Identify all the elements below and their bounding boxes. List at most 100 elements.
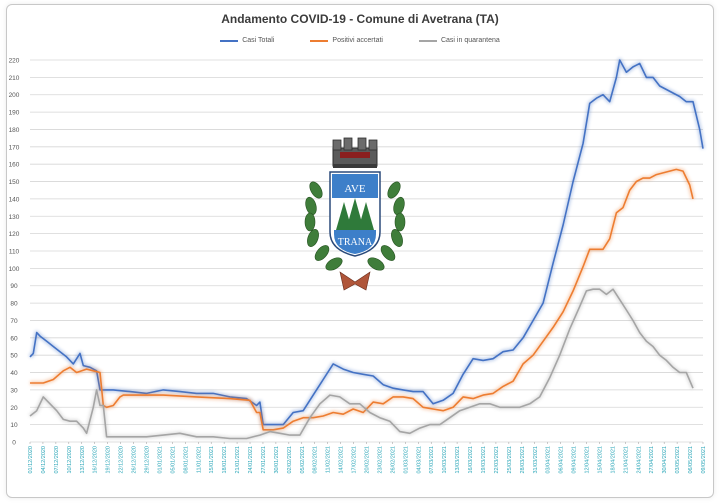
x-tick-label: 13/12/2020 xyxy=(80,446,86,474)
x-tick-label: 24/04/2021 xyxy=(636,446,642,474)
x-tick-label: 31/03/2021 xyxy=(533,446,539,474)
y-tick-label: 50 xyxy=(10,353,18,360)
y-tick-label: 210 xyxy=(9,75,20,82)
x-tick-label: 23/02/2021 xyxy=(377,446,383,474)
x-tick-label: 24/01/2021 xyxy=(248,446,254,474)
y-tick-label: 140 xyxy=(9,196,20,203)
x-tick-label: 19/03/2021 xyxy=(481,446,487,474)
shield-icon xyxy=(329,171,381,257)
legend-swatch-casi-in-quarantena xyxy=(418,39,437,42)
y-tick-label: 60 xyxy=(10,335,18,342)
x-tick-label: 15/01/2021 xyxy=(209,446,215,474)
x-tick-label: 22/03/2021 xyxy=(494,446,500,474)
coat-of-arms-emblem: AVE TRANA xyxy=(304,137,406,291)
x-tick-label: 01/03/2021 xyxy=(403,446,409,474)
y-tick-label: 40 xyxy=(10,370,18,377)
y-axis-ticks: 0 10 20 30 40 50 60 70 80 90 100 110 120 130 140 150 160… xyxy=(9,58,20,447)
x-tick-label: 03/04/2021 xyxy=(546,446,552,474)
series-glow-casi-in-quarantena xyxy=(28,287,695,441)
x-tick-label: 03/05/2021 xyxy=(675,446,681,474)
x-tick-label: 27/01/2021 xyxy=(261,446,267,474)
x-tick-label: 07/03/2021 xyxy=(429,446,435,474)
x-tick-label: 25/03/2021 xyxy=(507,446,513,474)
y-tick-label: 10 xyxy=(10,422,18,429)
x-tick-label: 17/02/2021 xyxy=(352,446,358,474)
emblem-bottom-word: TRANA xyxy=(338,237,373,248)
series-line-positivi-accertati xyxy=(30,168,694,431)
x-tick-label: 18/01/2021 xyxy=(222,446,228,474)
x-tick-label: 30/01/2021 xyxy=(274,446,280,474)
x-tick-label: 04/03/2021 xyxy=(416,446,422,474)
x-tick-label: 18/04/2021 xyxy=(610,446,616,474)
x-tick-label: 08/02/2021 xyxy=(313,446,319,474)
x-tick-label: 27/04/2021 xyxy=(649,446,655,474)
laurel-wreath-icon xyxy=(304,181,406,271)
x-tick-label: 05/02/2021 xyxy=(300,446,306,474)
x-axis-ticks: 01/12/2020 04/12/2020 07/12/2020 10/12/2020… xyxy=(28,442,707,474)
y-tick-label: 160 xyxy=(9,162,20,169)
legend-item-positivi-accertati: Positivi accertati xyxy=(310,37,383,44)
y-tick-label: 80 xyxy=(10,301,18,308)
y-tick-label: 110 xyxy=(9,249,20,256)
legend-label-casi-in-quarantena: Casi in quarantena xyxy=(440,37,500,44)
x-tick-label: 20/02/2021 xyxy=(365,446,371,474)
legend-swatch-positivi-accertati xyxy=(310,39,329,42)
y-tick-label: 220 xyxy=(9,58,20,65)
series-lines xyxy=(28,58,705,441)
x-tick-label: 14/02/2021 xyxy=(339,446,345,474)
x-tick-label: 11/01/2021 xyxy=(196,446,202,473)
x-tick-label: 04/12/2020 xyxy=(41,446,47,474)
y-tick-label: 0 xyxy=(12,440,16,447)
x-tick-label: 05/01/2021 xyxy=(170,446,176,474)
x-tick-label: 09/05/2021 xyxy=(701,446,707,474)
series-line-casi-totali xyxy=(29,59,704,426)
x-tick-label: 13/03/2021 xyxy=(455,446,461,474)
x-tick-label: 29/12/2020 xyxy=(144,446,150,474)
y-tick-label: 180 xyxy=(9,127,20,134)
x-tick-label: 21/04/2021 xyxy=(623,446,629,474)
y-tick-label: 120 xyxy=(9,231,20,238)
x-tick-label: 15/04/2021 xyxy=(597,446,603,474)
crown-icon xyxy=(332,137,378,168)
x-tick-label: 06/05/2021 xyxy=(688,446,694,474)
x-tick-label: 19/12/2020 xyxy=(106,446,112,474)
x-tick-label: 07/12/2020 xyxy=(54,446,60,474)
emblem-top-word: AVE xyxy=(344,183,365,195)
x-tick-label: 16/12/2020 xyxy=(93,446,99,474)
y-tick-label: 150 xyxy=(9,179,20,186)
x-tick-label: 06/04/2021 xyxy=(559,446,565,474)
x-tick-label: 10/12/2020 xyxy=(67,446,73,474)
x-tick-label: 08/01/2021 xyxy=(183,446,189,474)
x-tick-label: 26/02/2021 xyxy=(390,446,396,474)
ribbon-icon xyxy=(339,271,371,291)
y-tick-label: 30 xyxy=(10,387,18,394)
x-tick-label: 09/04/2021 xyxy=(572,446,578,474)
x-tick-label: 12/04/2021 xyxy=(585,446,591,474)
y-tick-label: 90 xyxy=(10,283,18,290)
x-tick-label: 22/12/2020 xyxy=(119,446,125,474)
x-tick-label: 10/03/2021 xyxy=(442,446,448,474)
y-tick-label: 70 xyxy=(10,318,18,325)
legend-swatch-casi-totali xyxy=(220,39,239,42)
legend-item-casi-totali: Casi Totali xyxy=(220,37,274,44)
x-tick-label: 01/12/2020 xyxy=(28,446,34,474)
x-tick-label: 01/01/2021 xyxy=(157,446,163,474)
x-tick-label: 28/03/2021 xyxy=(520,446,526,474)
y-tick-label: 100 xyxy=(9,266,20,273)
series-line-casi-in-quarantena xyxy=(29,288,694,440)
x-tick-label: 30/04/2021 xyxy=(662,446,668,474)
legend-label-positivi-accertati: Positivi accertati xyxy=(332,37,383,44)
x-tick-label: 11/02/2021 xyxy=(326,446,332,473)
x-tick-label: 21/01/2021 xyxy=(235,446,241,474)
y-tick-label: 190 xyxy=(9,110,20,117)
y-tick-label: 20 xyxy=(10,405,18,412)
legend-label-casi-totali: Casi Totali xyxy=(242,37,275,44)
y-tick-label: 170 xyxy=(9,144,20,151)
y-tick-label: 200 xyxy=(9,92,20,99)
y-tick-label: 130 xyxy=(9,214,20,221)
x-tick-label: 02/02/2021 xyxy=(287,446,293,474)
legend-item-casi-in-quarantena: Casi in quarantena xyxy=(418,37,500,44)
x-tick-label: 26/12/2020 xyxy=(132,446,138,474)
x-tick-label: 16/03/2021 xyxy=(468,446,474,474)
